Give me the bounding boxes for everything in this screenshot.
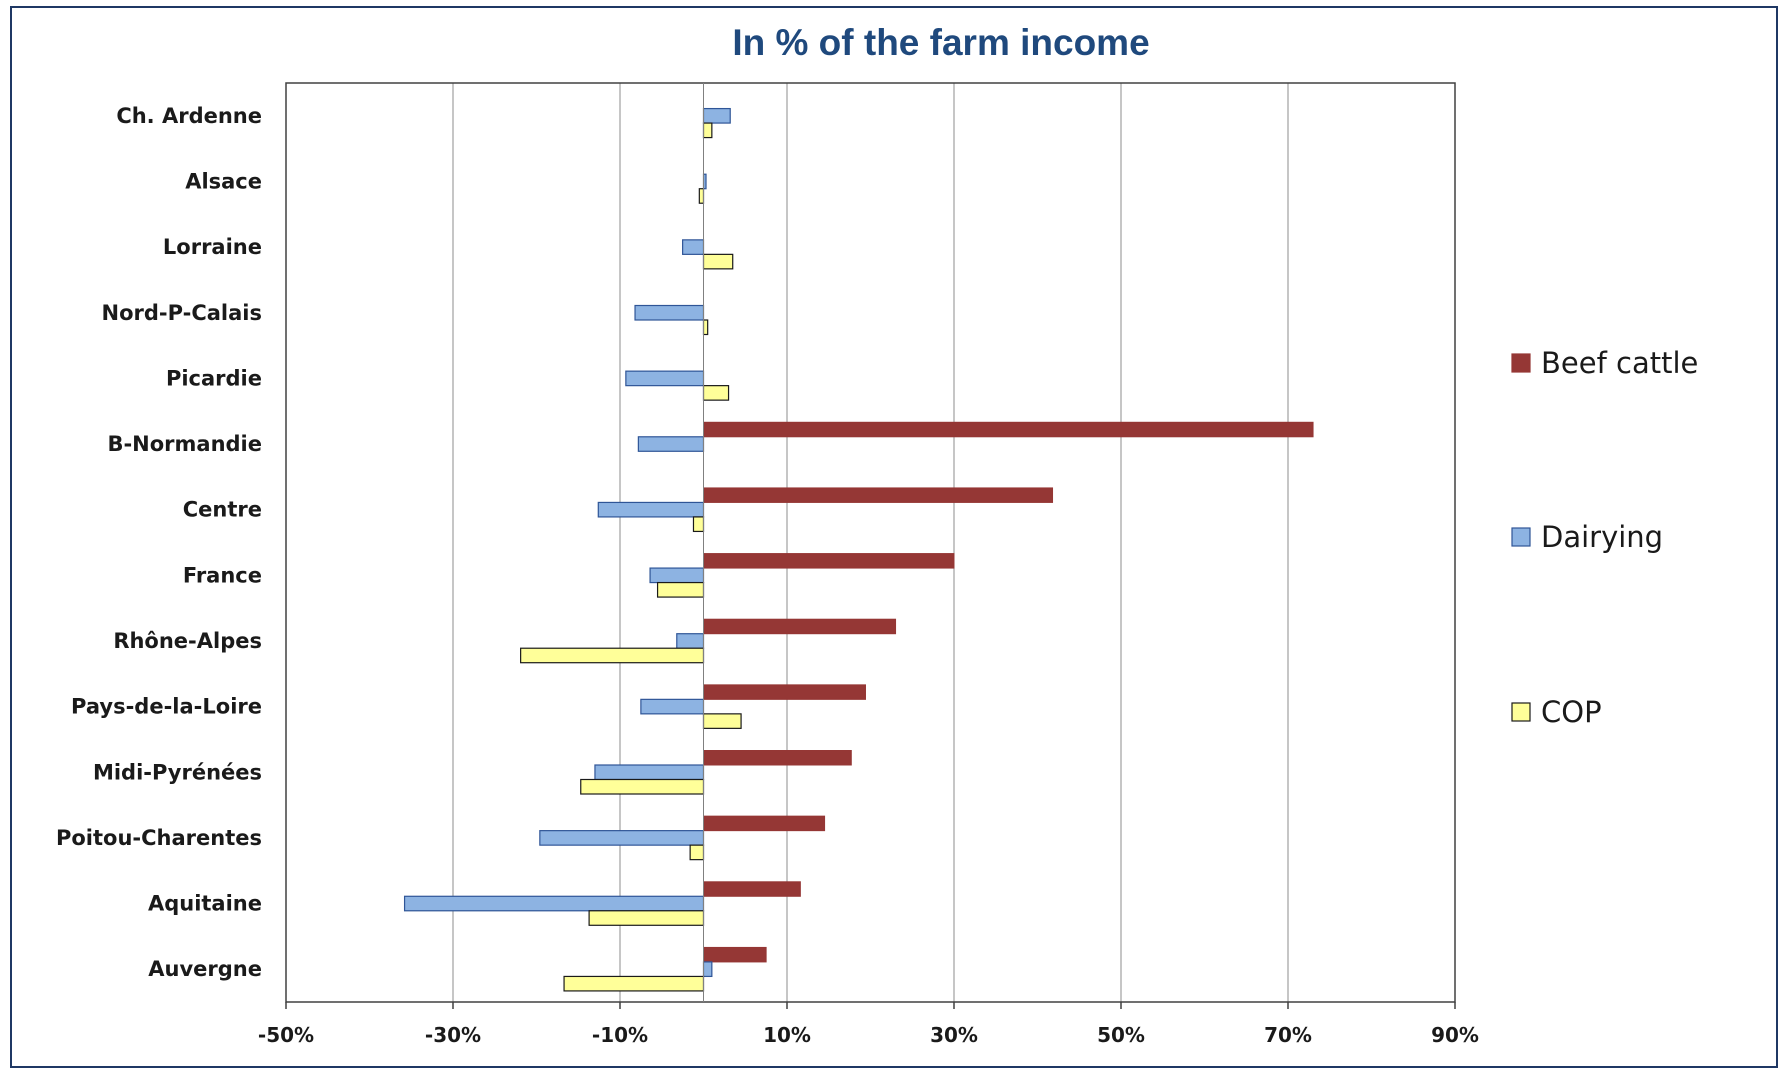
bars-group — [403, 107, 1314, 992]
legend-swatch-cop — [1511, 702, 1531, 722]
bar-beef-cattle-pays-de-la-loire — [703, 684, 866, 700]
category-label: Midi-Pyrénées — [93, 760, 262, 784]
legend-label-beef-cattle: Beef cattle — [1541, 346, 1698, 380]
x-tick-label: 50% — [1097, 1023, 1145, 1047]
bar-dairying-picardie — [625, 370, 705, 387]
category-label: France — [183, 563, 262, 587]
category-label: B-Normandie — [107, 432, 262, 456]
category-label: Lorraine — [163, 235, 262, 259]
category-label: Ch. Ardenne — [116, 104, 262, 128]
bar-dairying-auvergne — [702, 961, 713, 978]
x-tick-label: 90% — [1431, 1023, 1479, 1047]
plot-area — [285, 82, 1456, 1003]
legend-swatch-beef-cattle — [1511, 353, 1531, 373]
legend-swatch-dairying — [1511, 527, 1531, 547]
bar-dairying-poitou-charentes — [539, 830, 705, 846]
bar-beef-cattle-centre — [703, 487, 1054, 503]
bar-cop-poitou-charentes — [689, 844, 705, 861]
bar-cop-lorraine — [702, 253, 734, 270]
bar-dairying-aquitaine — [403, 895, 705, 912]
bar-dairying-rhone-alpes — [676, 633, 705, 649]
x-tick-label: 10% — [763, 1023, 811, 1047]
category-label: Rhône-Alpes — [113, 629, 262, 653]
category-label: Pays-de-la-Loire — [71, 695, 262, 719]
bar-dairying-nord-p-calais — [634, 304, 705, 321]
category-label: Aquitaine — [148, 892, 262, 916]
legend-label-dairying: Dairying — [1541, 520, 1663, 554]
chart-title: In % of the farm income — [732, 22, 1150, 63]
bar-cop-centre — [692, 516, 705, 533]
x-tick-label: -30% — [425, 1023, 481, 1047]
category-label: Poitou-Charentes — [56, 826, 262, 850]
category-label: Alsace — [185, 169, 262, 193]
bar-dairying-centre — [597, 501, 705, 518]
bar-dairying-ch-ardenne — [702, 107, 731, 124]
bar-cop-alsace — [698, 188, 705, 204]
category-labels: Ch. Ardenne Alsace Lorraine Nord-P-Calais Pi… — [56, 104, 262, 981]
category-label: Auvergne — [148, 957, 262, 981]
bar-dairying-b-normandie — [637, 436, 705, 452]
bar-beef-cattle-france — [703, 553, 955, 569]
chart-frame — [10, 6, 1778, 1068]
bar-cop-nord-p-calais — [702, 319, 709, 336]
bar-beef-cattle-midi-pyrenees — [703, 750, 852, 766]
category-label: Picardie — [166, 366, 262, 390]
category-label: Nord-P-Calais — [102, 301, 263, 325]
bar-cop-france — [656, 581, 705, 598]
grid-lines — [285, 83, 1456, 1009]
legend-label-cop: COP — [1541, 695, 1602, 729]
legend: Beef cattle Dairying COP — [1511, 346, 1698, 729]
bar-beef-cattle-poitou-charentes — [703, 815, 826, 832]
x-tick-label: -10% — [592, 1023, 648, 1047]
bar-cop-auvergne — [563, 975, 705, 992]
bar-beef-cattle-b-normandie — [703, 421, 1314, 438]
bar-beef-cattle-auvergne — [703, 946, 767, 963]
x-tick-label: 70% — [1264, 1023, 1312, 1047]
bar-dairying-pays-de-la-loire — [640, 698, 705, 715]
bar-cop-rhone-alpes — [520, 647, 705, 664]
bar-cop-midi-pyrenees — [580, 778, 705, 795]
category-label: Centre — [183, 498, 262, 522]
x-tick-labels: -50% -30% -10% 10% 30% 50% 70% 90% — [258, 1023, 1479, 1047]
bar-beef-cattle-rhone-alpes — [703, 618, 897, 635]
bar-dairying-midi-pyrenees — [594, 764, 705, 781]
bar-cop-picardie — [702, 385, 730, 401]
bar-dairying-france — [649, 567, 705, 584]
x-tick-label: 30% — [930, 1023, 978, 1047]
x-tick-label: -50% — [258, 1023, 314, 1047]
bar-dairying-lorraine — [682, 239, 705, 255]
bar-cop-pays-de-la-loire — [702, 713, 742, 729]
bar-cop-aquitaine — [588, 910, 705, 926]
bar-cop-ch-ardenne — [702, 122, 713, 139]
bar-beef-cattle-aquitaine — [703, 881, 801, 897]
